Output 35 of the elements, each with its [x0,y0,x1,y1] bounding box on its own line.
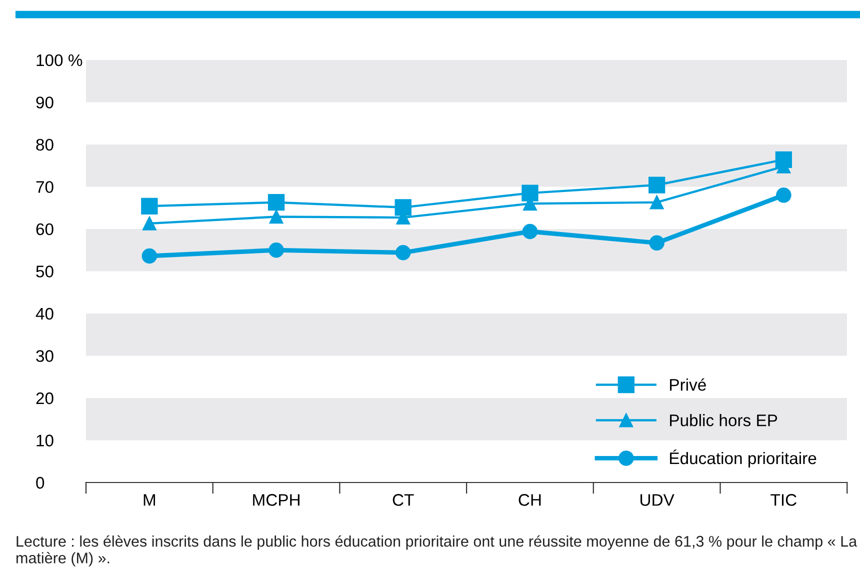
point [650,195,664,210]
point [648,176,666,194]
y-tick-label: 40 [36,308,54,320]
y-tick-label: 60 [36,223,54,236]
y-tick-label: 30 [36,350,54,362]
legend-label: Éducation prioritaire [670,450,816,468]
x-tick-label: UDV [640,494,674,506]
x-tick-label: CT [392,494,414,506]
point [395,244,411,260]
y-tick-label: 100 % [36,54,82,66]
point [394,199,412,216]
x-tick-label: TIC [770,494,796,506]
x-tick-label: CH [518,494,541,506]
y-tick-label: 90 [36,96,54,108]
point [142,216,156,230]
point [269,210,284,224]
legend-label: Public hors EP [670,414,778,426]
point [142,248,158,264]
y-tick-label: 50 [36,266,54,278]
point [522,184,538,202]
text: Lecture : les élèves inscrits dans le public hors éducation prioritaire ont une réussite moyenne de 61,3 % pour le champ « La matière (M) ». [16,535,858,566]
point [141,198,158,214]
y-tick-label: 80 [36,138,54,151]
y-tick-label: 0 [36,476,44,489]
point [776,188,792,203]
x-tick-label: M [144,494,155,506]
point [649,235,664,251]
y-tick-label: 10 [36,434,54,446]
point [268,194,285,211]
y-tick-label: 20 [36,392,54,404]
legend-label: Privé [670,378,706,391]
y-tick-label: 70 [36,181,54,193]
point [522,224,538,240]
point [268,242,284,258]
x-tick-label: MCPH [253,494,300,506]
